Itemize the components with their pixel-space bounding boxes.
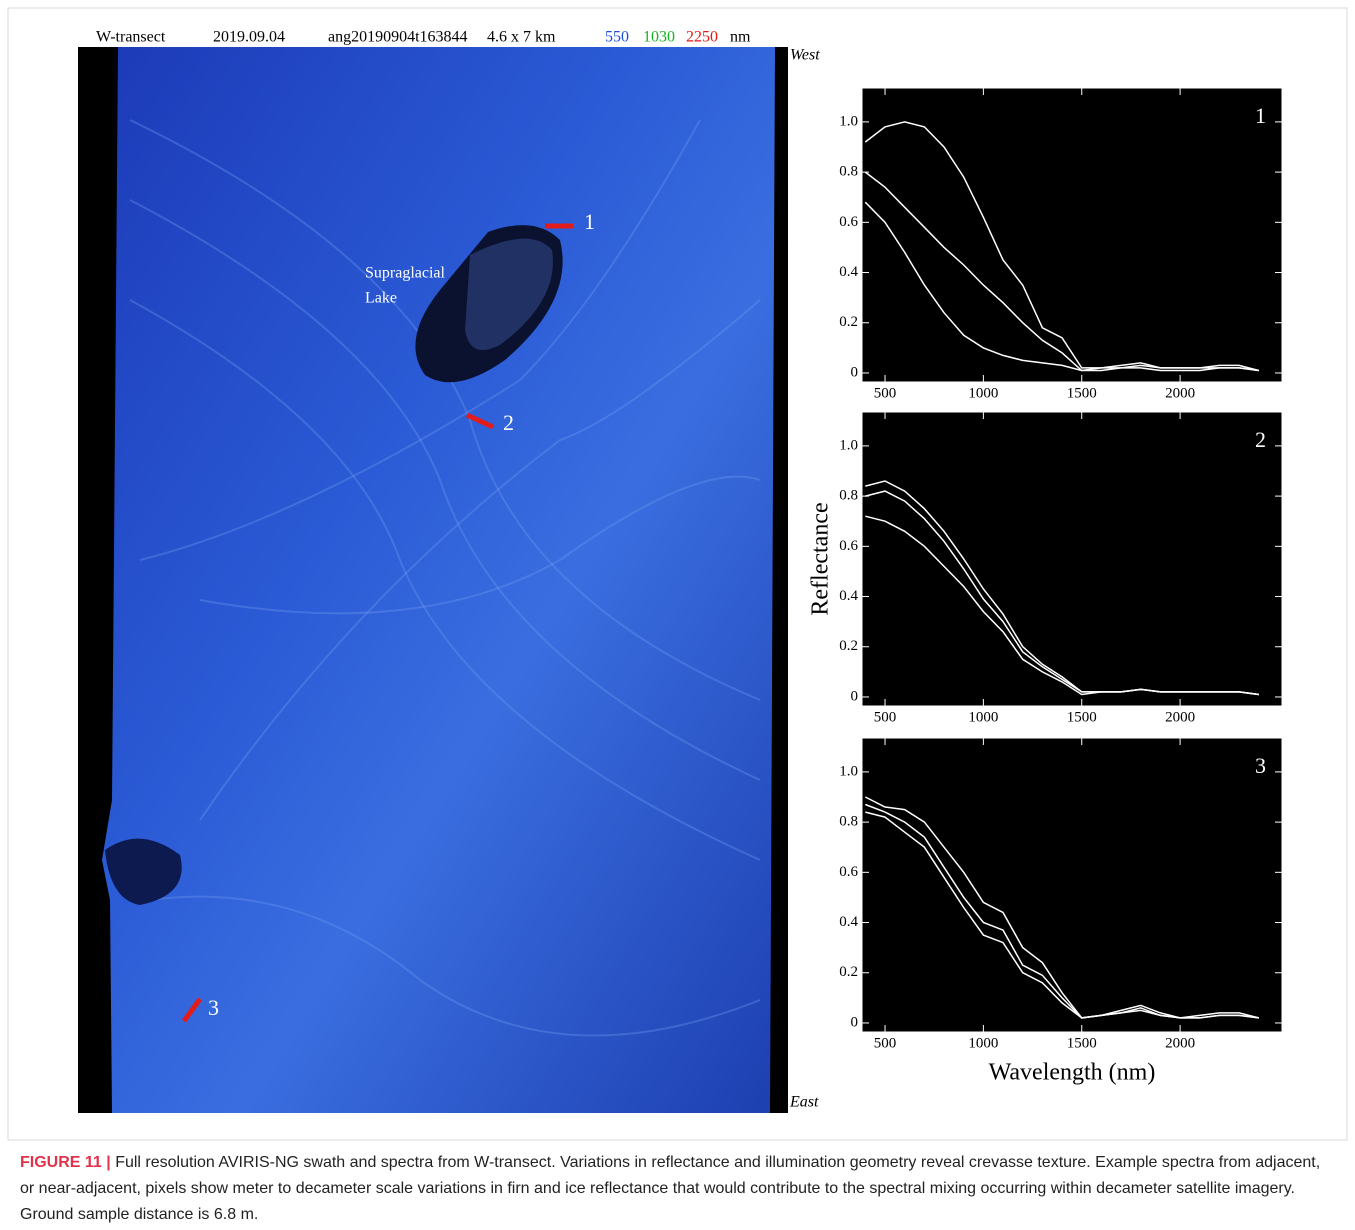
x-tick-label: 1500 — [1067, 1035, 1097, 1051]
band-unit: nm — [730, 29, 751, 46]
plot-area — [861, 737, 1283, 1033]
band-label: 550 — [605, 29, 629, 46]
y-tick-label: 0 — [851, 364, 859, 380]
header-field: 4.6 x 7 km — [487, 29, 556, 46]
y-tick-label: 0.2 — [839, 638, 858, 654]
x-tick-label: 500 — [874, 385, 897, 401]
spectrum-line — [864, 171, 1259, 372]
y-tick-label: 0.4 — [839, 588, 858, 604]
caption-text: Full resolution AVIRIS-NG swath and spec… — [20, 1154, 1321, 1223]
caption: FIGURE 11 | Full resolution AVIRIS-NG sw… — [20, 1150, 1335, 1228]
y-tick-label: 1.0 — [839, 437, 858, 453]
site-marker — [465, 412, 495, 430]
site-label: 3 — [208, 995, 219, 1020]
y-tick-label: 0 — [851, 1014, 859, 1030]
site-label: 2 — [503, 410, 514, 435]
plot-area — [861, 411, 1283, 707]
spectrum-line — [865, 515, 1259, 696]
y-tick-label: 1.0 — [839, 113, 858, 129]
y-tick-label: 0.6 — [839, 864, 858, 880]
y-tick-label: 0.2 — [839, 964, 858, 980]
band-label: 1030 — [643, 29, 675, 46]
east-label: East — [789, 1094, 819, 1111]
y-tick-label: 1.0 — [839, 763, 858, 779]
header-field: 2019.09.04 — [213, 29, 285, 46]
y-tick-label: 0.4 — [839, 264, 858, 280]
x-tick-label: 1000 — [968, 709, 998, 725]
header-field: W-transect — [96, 29, 166, 46]
site-marker — [181, 997, 203, 1023]
panel-label: 3 — [1255, 753, 1266, 778]
x-tick-label: 2000 — [1165, 385, 1195, 401]
x-axis-label: Wavelength (nm) — [989, 1060, 1156, 1086]
spectrum-line — [864, 201, 1259, 372]
lake-label: Supraglacial — [365, 265, 446, 282]
caption-label: FIGURE 11 | — [20, 1154, 111, 1171]
header-field: ang20190904t163844 — [328, 29, 468, 46]
y-axis-label: Reflectance — [808, 502, 834, 615]
figure-frame — [7, 7, 1348, 1141]
y-tick-label: 0.2 — [839, 314, 858, 330]
x-tick-label: 1000 — [968, 385, 998, 401]
y-tick-label: 0 — [851, 688, 859, 704]
spectrum-line — [864, 796, 1259, 1019]
y-tick-label: 0.6 — [839, 538, 858, 554]
depression — [105, 838, 182, 905]
x-tick-label: 1000 — [968, 1035, 998, 1051]
plot-area — [861, 87, 1283, 383]
lake-island — [465, 238, 553, 350]
x-tick-label: 1500 — [1067, 385, 1097, 401]
x-tick-label: 2000 — [1165, 709, 1195, 725]
x-tick-label: 500 — [874, 709, 897, 725]
crevasse-texture — [129, 119, 761, 1037]
x-tick-label: 1500 — [1067, 709, 1097, 725]
lake-label: Lake — [365, 290, 397, 307]
y-tick-label: 0.8 — [839, 488, 858, 504]
y-tick-label: 0.8 — [839, 814, 858, 830]
spectrum-line — [865, 811, 1259, 1019]
x-tick-label: 500 — [874, 1035, 897, 1051]
y-tick-label: 0.8 — [839, 164, 858, 180]
panel-label: 1 — [1255, 103, 1266, 128]
west-label: West — [790, 47, 820, 64]
site-label: 1 — [584, 209, 595, 234]
panel-label: 2 — [1255, 427, 1266, 452]
x-tick-label: 2000 — [1165, 1035, 1195, 1051]
y-tick-label: 0.4 — [839, 914, 858, 930]
swath — [102, 47, 775, 1113]
y-tick-label: 0.6 — [839, 214, 858, 230]
band-label: 2250 — [686, 29, 718, 46]
